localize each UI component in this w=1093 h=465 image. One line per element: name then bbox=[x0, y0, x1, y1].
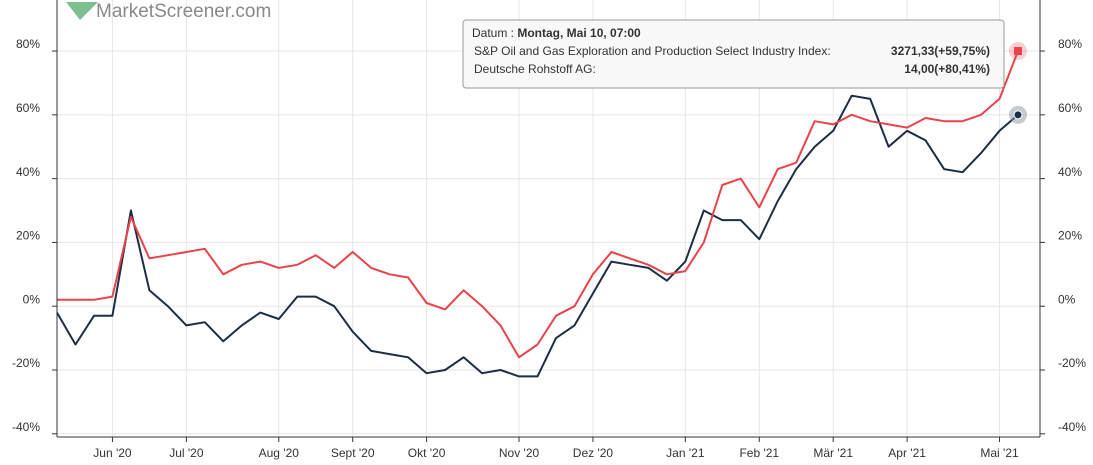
hover-marker bbox=[1014, 47, 1022, 56]
plot bbox=[56, 50, 1019, 378]
tooltip-label: Datum : bbox=[472, 26, 514, 40]
tooltip-date-value: Montag, Mai 10, 07:00 bbox=[517, 26, 641, 40]
tooltip-value: 3271,33(+59,75%) bbox=[891, 44, 990, 58]
tooltip-row: Deutsche Rohstoff AG: bbox=[474, 62, 596, 76]
y-tick-label: 80% bbox=[16, 37, 40, 51]
y2-tick-label: 80% bbox=[1058, 37, 1082, 51]
logo-icon bbox=[66, 2, 98, 20]
y-tick-label: -40% bbox=[12, 420, 40, 434]
x-tick-label: Mai '21 bbox=[980, 446, 1019, 460]
tooltip: Datum : Montag, Mai 10, 07:00 S&P Oil an… bbox=[462, 19, 1005, 89]
x-tick-label: Okt '20 bbox=[408, 446, 446, 460]
series-line bbox=[57, 50, 1019, 359]
y2-tick-label: -20% bbox=[1058, 356, 1086, 370]
series-line bbox=[56, 94, 1019, 378]
logo-text: MarketScreener.com bbox=[96, 1, 271, 22]
x-tick-label: Nov '20 bbox=[499, 446, 540, 460]
x-tick-label: Mär '21 bbox=[813, 446, 853, 460]
y-tick-label: 0% bbox=[23, 292, 41, 306]
tooltip-date: Datum : Montag, Mai 10, 07:00 bbox=[472, 26, 641, 40]
x-tick-label: Dez '20 bbox=[573, 446, 614, 460]
y-tick-label: 60% bbox=[16, 101, 40, 115]
logo: MarketScreener.com bbox=[66, 1, 271, 22]
x-tick-label: Sept '20 bbox=[331, 446, 375, 460]
x-tick-label: Jun '20 bbox=[93, 446, 132, 460]
x-tick-label: Aug '20 bbox=[259, 446, 300, 460]
hover-marker bbox=[1013, 110, 1023, 120]
tooltip-row: S&P Oil and Gas Exploration and Producti… bbox=[474, 44, 831, 58]
y-tick-label: -20% bbox=[12, 356, 40, 370]
y2-tick-label: 40% bbox=[1058, 165, 1082, 179]
tooltip-value: 14,00(+80,41%) bbox=[904, 62, 990, 76]
x-tick-label: Feb '21 bbox=[739, 446, 779, 460]
y2-tick-label: 20% bbox=[1058, 229, 1082, 243]
y2-tick-label: 60% bbox=[1058, 101, 1082, 115]
y2-tick-label: -40% bbox=[1058, 420, 1086, 434]
x-tick-label: Jul '20 bbox=[169, 446, 204, 460]
x-tick-label: Apr '21 bbox=[888, 446, 926, 460]
x-tick-label: Jan '21 bbox=[666, 446, 705, 460]
y-tick-label: 20% bbox=[16, 229, 40, 243]
tooltip-box bbox=[462, 19, 1005, 89]
y-tick-label: 40% bbox=[16, 165, 40, 179]
y2-tick-label: 0% bbox=[1058, 292, 1076, 306]
grid bbox=[57, 0, 1040, 437]
